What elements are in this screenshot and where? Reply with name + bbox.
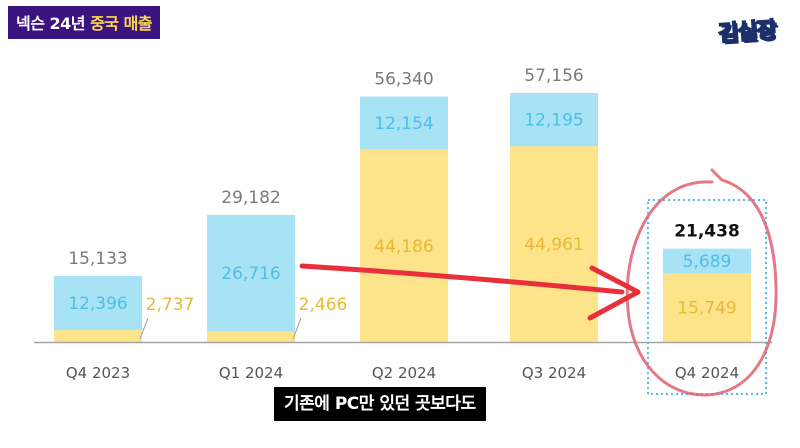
bar-bottom-segment — [510, 146, 598, 342]
hand-drawn-circle — [625, 168, 778, 397]
bottom-segment-label: 44,186 — [374, 237, 433, 257]
bar-top-segment — [207, 214, 295, 332]
bar-bottom-segment — [360, 149, 448, 342]
category-label: Q4 2024 — [675, 364, 739, 382]
leader-line — [292, 317, 302, 340]
bottom-segment-label: 2,466 — [299, 295, 348, 315]
bar-top-segment — [663, 248, 751, 274]
category-label: Q1 2024 — [219, 364, 283, 382]
top-segment-label: 26,716 — [221, 264, 280, 284]
total-label: 29,182 — [221, 188, 280, 208]
title-prefix: 넥슨 24년 — [16, 14, 91, 33]
top-segment-label: 12,154 — [374, 114, 433, 134]
category-label: Q3 2024 — [522, 364, 586, 382]
bottom-segment-label: 2,737 — [146, 295, 195, 315]
leader-line — [139, 317, 149, 340]
category-label: Q2 2024 — [372, 364, 436, 382]
total-label: 56,340 — [374, 70, 433, 90]
bar-top-segment — [510, 93, 598, 147]
bottom-segment-label: 15,749 — [677, 299, 736, 319]
subtitle-caption: 기존에 PC만 있던 곳보다도 — [274, 387, 486, 421]
red-arrow-head — [587, 265, 641, 321]
top-segment-label: 12,195 — [524, 111, 583, 131]
bar-bottom-segment — [54, 330, 142, 342]
title-badge: 넥슨 24년 중국 매출 — [8, 6, 161, 39]
bar-bottom-segment — [663, 273, 751, 342]
total-label: 21,438 — [674, 222, 740, 242]
top-segment-label: 12,396 — [68, 294, 127, 314]
bar-bottom-segment — [207, 331, 295, 342]
total-label: 57,156 — [524, 66, 583, 86]
top-segment-label: 5,689 — [683, 252, 732, 272]
category-label: Q4 2023 — [66, 364, 130, 382]
bottom-segment-label: 44,961 — [524, 235, 583, 255]
total-label: 15,133 — [68, 249, 127, 269]
bar-top-segment — [54, 276, 142, 331]
red-arrow-shaft — [299, 263, 625, 295]
bar-top-segment — [360, 96, 448, 150]
title-highlight: 중국 매출 — [90, 14, 153, 33]
